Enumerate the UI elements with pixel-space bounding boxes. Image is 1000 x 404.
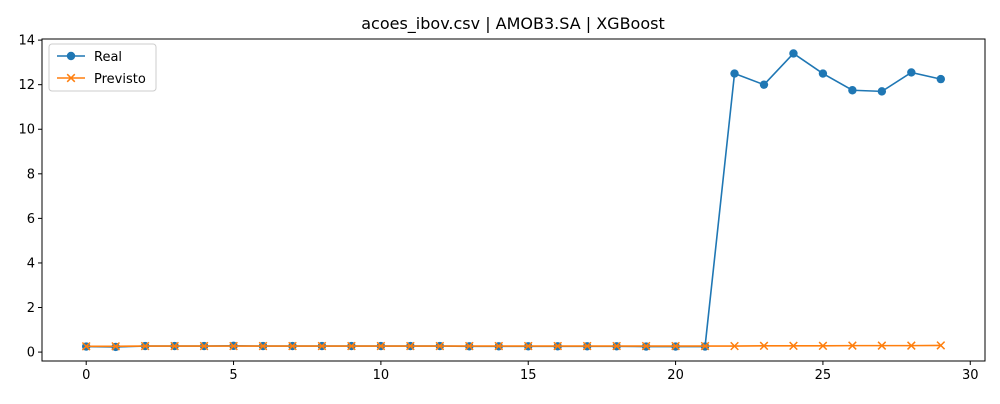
data-point-x [848,341,857,350]
data-point-x [406,341,415,351]
legend-item: Previsto [57,72,146,87]
data-point [759,80,769,89]
data-point-x [140,341,150,351]
series-previsto [81,341,946,351]
x-tick-label: 20 [667,368,684,383]
y-tick-label: 6 [27,212,35,227]
data-point [789,49,798,58]
x-tick-label: 0 [82,368,90,383]
data-point-x [582,341,592,351]
data-point-x [229,341,238,351]
x-tick-label: 5 [229,368,237,383]
y-axis: 0 2 4 6 8 10 12 14 [18,34,42,361]
data-point-x [789,341,798,351]
plot-area [41,38,986,362]
y-tick-label: 8 [27,167,35,182]
data-point-x [435,341,445,351]
y-tick-label: 12 [18,78,35,93]
x-tick-label: 25 [815,368,832,383]
legend-item: Real [57,50,122,65]
legend-marker [66,51,76,61]
x-axis: 0 5 10 15 20 25 30 [82,361,979,383]
series-line [86,344,941,348]
series-real [82,49,945,352]
legend-marker [66,73,76,83]
data-point-x [906,341,916,350]
series-line [86,52,941,348]
y-tick-label: 0 [27,346,35,361]
data-point-x [877,341,887,350]
data-point-x [81,341,91,351]
data-point-x [347,341,356,351]
data-point-x [258,341,268,351]
legend: Real Previsto [48,43,157,92]
series-layer [81,49,946,352]
y-tick-label: 2 [27,301,35,316]
x-tick-label: 15 [520,368,537,383]
data-point [936,74,945,84]
data-point-x [936,341,946,350]
data-point-x [612,341,621,351]
data-point-x [199,341,209,351]
data-point-x [759,341,769,351]
data-point-x [730,341,739,351]
data-point-x [700,341,710,351]
data-point-x [317,341,327,351]
legend-label: Real [94,50,122,65]
legend-label: Previsto [94,72,146,87]
chart-title: acoes_ibov.csv | AMOB3.SA | XGBoost [361,14,665,34]
x-tick-label: 10 [373,368,390,383]
data-point-x [671,341,680,351]
data-point [848,86,857,95]
y-tick-label: 14 [18,34,35,49]
y-tick-label: 4 [27,256,35,271]
data-point-x [523,341,533,351]
data-point [877,87,887,96]
data-point-x [553,341,563,351]
data-point-x [288,341,297,351]
x-tick-label: 30 [962,368,979,383]
data-point-x [818,341,828,351]
plot-frame [41,38,986,362]
data-point [818,69,828,78]
data-point-x [641,341,651,351]
data-point [730,69,739,78]
data-point-x [170,341,179,351]
data-point [907,68,916,77]
data-point-x [464,341,474,351]
data-point-x [494,341,504,351]
data-point-x [376,341,386,351]
data-point-x [111,341,121,351]
y-tick-label: 10 [18,123,35,138]
